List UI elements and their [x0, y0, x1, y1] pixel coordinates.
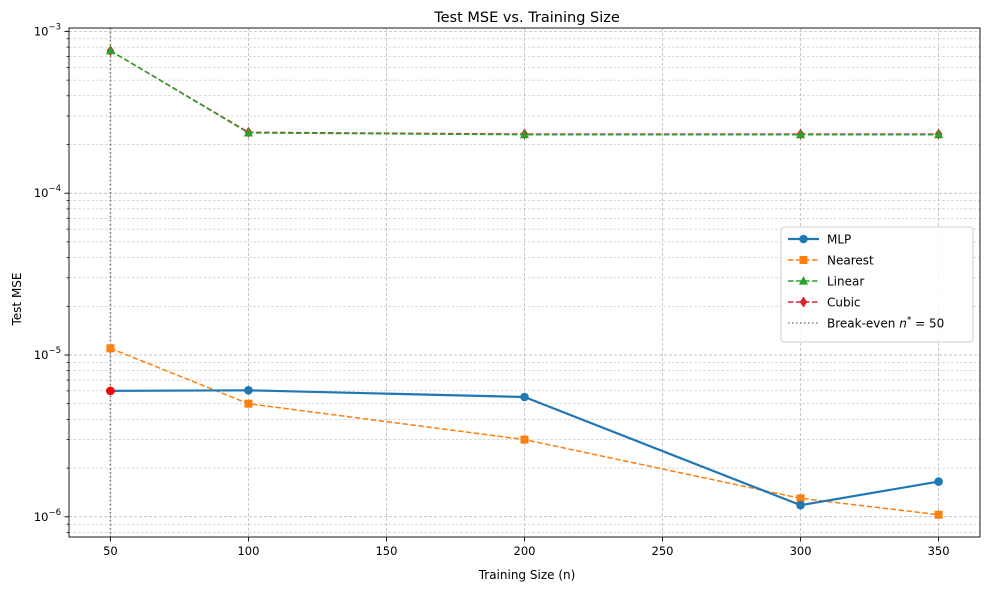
y-tick-label: 10−5	[34, 346, 61, 362]
series-linear	[105, 45, 944, 139]
data-point-mlp	[244, 386, 253, 395]
legend-entry-mlp: MLP	[788, 233, 851, 247]
series-nearest	[106, 344, 943, 519]
legend-marker-cubic	[799, 296, 808, 308]
x-tick-label: 300	[790, 544, 812, 558]
y-tick-label: 10−3	[34, 22, 61, 38]
data-point-linear	[795, 129, 806, 139]
major-gridlines	[69, 28, 980, 537]
data-point-linear	[105, 45, 116, 55]
x-tick-label: 250	[652, 544, 674, 558]
legend-label-nearest: Nearest	[827, 254, 874, 268]
legend-label-mlp: MLP	[827, 233, 851, 247]
x-tick-label: 50	[103, 544, 118, 558]
legend-label-break-even: Break-even n* = 50	[827, 316, 944, 331]
data-point-mlp	[520, 392, 529, 402]
legend-label-cubic: Cubic	[827, 296, 861, 310]
data-point-linear	[519, 129, 530, 139]
x-axis-label: Training Size (n)	[478, 568, 576, 582]
data-point-nearest	[106, 344, 115, 353]
data-point-nearest	[520, 435, 529, 444]
y-tick-label: 10−6	[34, 508, 61, 524]
legend-marker-mlp	[799, 234, 808, 244]
y-axis-label: Test MSE	[10, 273, 24, 327]
legend-label-linear: Linear	[827, 275, 864, 289]
data-point-nearest	[796, 494, 805, 503]
axes: 50 100 150 200 250 300 350 10−6 10−5 10−4 10−3	[34, 22, 981, 558]
x-tick-label: 200	[514, 544, 536, 558]
legend: MLP Nearest Linear Cubic Break-even n* = 50	[780, 226, 974, 343]
data-point-mlp	[796, 500, 805, 510]
legend-entry-break-even: Break-even n* = 50	[788, 316, 944, 331]
data-point-linear	[243, 127, 254, 137]
legend-marker-linear	[798, 276, 809, 285]
breakeven-point	[106, 386, 115, 396]
data-point-nearest	[244, 399, 253, 408]
series-layer	[105, 28, 944, 537]
legend-entry-cubic: Cubic	[788, 296, 861, 310]
y-tick-label: 10−4	[34, 184, 61, 200]
data-point-nearest	[934, 510, 943, 519]
legend-box	[780, 226, 974, 343]
x-tick-label: 150	[375, 544, 397, 558]
x-tick-label: 100	[237, 544, 259, 558]
data-point-linear	[933, 129, 944, 139]
x-tick-label: 350	[928, 544, 950, 558]
data-point-mlp	[934, 477, 943, 486]
chart-title: Test MSE vs. Training Size	[433, 10, 620, 26]
legend-entry-nearest: Nearest	[788, 254, 874, 268]
legend-marker-nearest	[799, 256, 808, 264]
legend-entry-linear: Linear	[788, 275, 864, 289]
